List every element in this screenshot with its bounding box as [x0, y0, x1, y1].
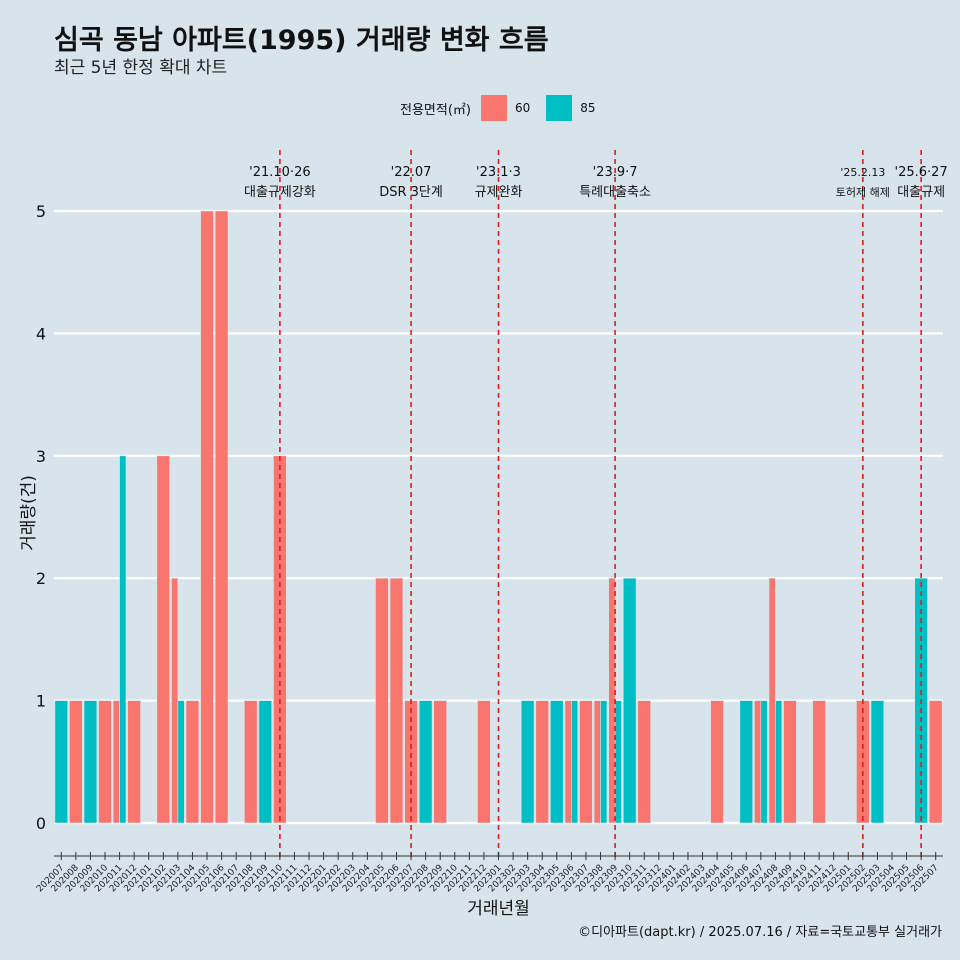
legend-label-85: 85 [580, 101, 596, 115]
bar-85-202406 [739, 700, 753, 824]
bar-85-202007 [54, 700, 68, 824]
event-date-label: '21.10·26 [249, 165, 310, 180]
event-name-label: 규제완화 [475, 185, 523, 200]
event-date-label: '25.2.13 [840, 166, 885, 179]
legend-key-60 [480, 95, 507, 121]
bar-60-202104 [185, 700, 200, 824]
bar-60-202206 [389, 577, 404, 824]
legend-key-85 [546, 95, 573, 121]
y-tick-label: 3 [36, 447, 46, 466]
bar-85-202009 [83, 700, 98, 824]
bar-60-202411 [812, 700, 826, 824]
bar-60-202407 [754, 700, 762, 824]
bar-85-202011 [119, 455, 127, 824]
bar-85-202309 [614, 700, 622, 824]
legend: 전용면적(㎡) 60 85 [400, 94, 612, 122]
bar-60-202105 [200, 210, 214, 824]
event-name-label: DSR 3단계 [379, 185, 443, 200]
y-tick-label: 2 [36, 569, 46, 588]
event-name-label: 대출규제강화 [244, 185, 316, 200]
bar-60-202507 [929, 700, 943, 824]
bar-85-202408 [775, 700, 783, 824]
bar-60-202103 [171, 577, 179, 824]
event-name-label: 대출규제 [897, 185, 945, 200]
bar-60-202106 [214, 210, 229, 824]
x-axis-title: 거래년월 [467, 899, 530, 919]
event-name-label: 특례대출축소 [579, 185, 651, 200]
bar-85-202109 [258, 700, 273, 824]
chart-title: 심곡 동남 아파트(1995) 거래량 변화 흐름 [54, 25, 549, 56]
bar-60-202404 [710, 700, 724, 824]
bar-60-202307 [579, 700, 593, 824]
event-date-label: '23.9·7 [593, 165, 638, 180]
y-tick-label: 0 [36, 814, 46, 833]
event-date-label: '22.07 [391, 165, 432, 180]
bar-60-202102 [156, 455, 171, 824]
bar-60-202011 [112, 700, 120, 824]
bar-60-202012 [127, 700, 141, 824]
bar-60-202311 [637, 700, 651, 824]
bar-60-202308 [593, 700, 601, 824]
bar-60-202309 [608, 577, 616, 824]
bar-85-202308 [600, 700, 608, 824]
legend-label-60: 60 [514, 101, 531, 115]
bar-85-202208 [418, 700, 433, 824]
bar-85-202310 [622, 577, 637, 824]
bar-85-202503 [870, 700, 885, 824]
bar-85-202305 [550, 700, 564, 824]
y-tick-label: 1 [36, 692, 46, 711]
bar-60-202108 [244, 700, 258, 824]
event-date-label: '25.6·27 [895, 165, 948, 180]
legend-title: 전용면적(㎡) [400, 102, 471, 118]
bar-85-202407 [760, 700, 768, 824]
event-name-label: 토허제 해제 [836, 185, 890, 199]
bar-85-202303 [520, 700, 535, 824]
event-date-label: '23.1·3 [476, 165, 521, 180]
bar-60-202010 [98, 700, 112, 824]
y-tick-label: 4 [36, 324, 46, 343]
bar-60-202408 [768, 577, 776, 824]
bar-60-202205 [375, 577, 389, 824]
bar-85-202306 [571, 700, 579, 824]
bar-60-202008 [69, 700, 83, 824]
bar-60-202209 [433, 700, 447, 824]
y-axis-title: 거래량(건) [19, 475, 39, 551]
bar-60-202304 [535, 700, 549, 824]
source-caption: ©디아파트(dapt.kr) / 2025.07.16 / 자료=국토교통부 실… [578, 925, 942, 940]
bar-85-202103 [177, 700, 185, 824]
bar-60-202409 [783, 700, 797, 824]
bar-60-202306 [564, 700, 572, 824]
chart-subtitle: 최근 5년 한정 확대 차트 [54, 58, 228, 78]
y-tick-label: 5 [36, 202, 46, 221]
bar-60-202212 [477, 700, 491, 824]
